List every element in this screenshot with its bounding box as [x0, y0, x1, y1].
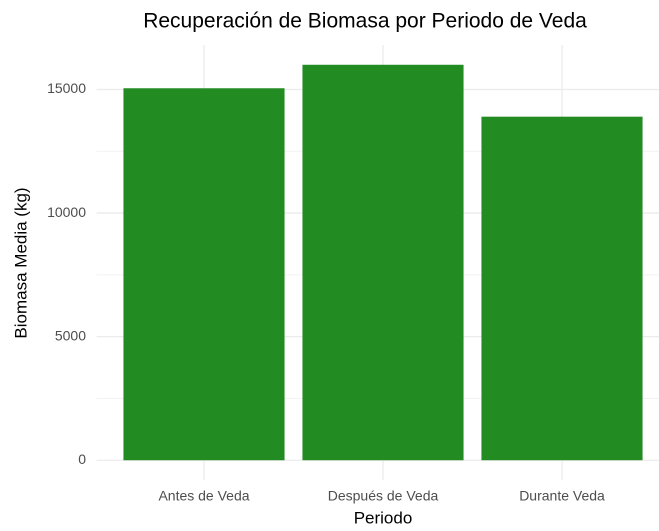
y-tick-label: 10000 — [47, 204, 86, 220]
chart-title: Recuperación de Biomasa por Periodo de V… — [143, 10, 587, 33]
y-tick-label: 5000 — [55, 327, 86, 343]
y-tick-label: 15000 — [47, 80, 86, 96]
x-tick-label: Durante Veda — [519, 488, 605, 504]
x-tick-label: Antes de Veda — [158, 488, 249, 504]
y-tick-label: 0 — [78, 451, 86, 467]
bar — [123, 88, 285, 461]
x-axis-label: Periodo — [354, 508, 413, 527]
x-tick-label: Después de Veda — [328, 488, 439, 504]
y-axis-label: Biomasa Media (kg) — [11, 187, 30, 338]
bars — [123, 64, 643, 461]
bar — [481, 116, 643, 461]
bar — [302, 64, 464, 461]
